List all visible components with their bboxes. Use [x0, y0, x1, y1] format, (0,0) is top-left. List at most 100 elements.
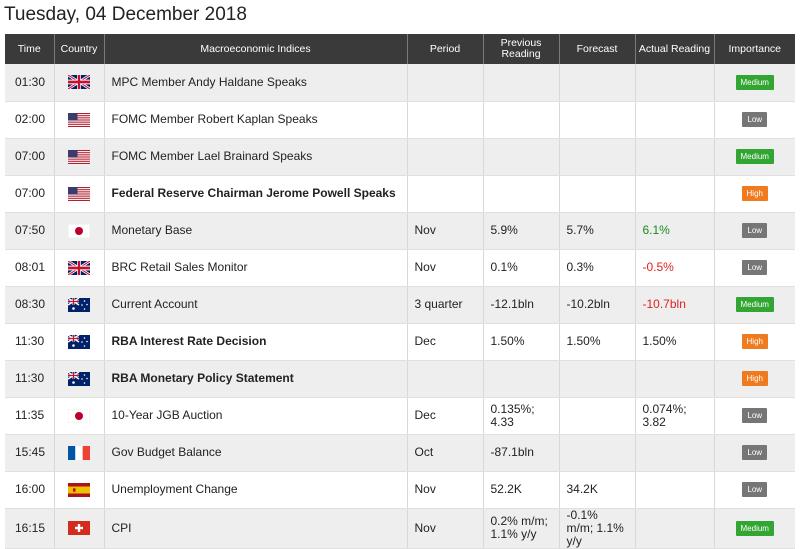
- importance-cell: Low: [714, 212, 795, 250]
- table-row[interactable]: 08:30 Current Account 3 quarter -12.1bln -10…: [5, 286, 795, 324]
- forecast-value: [559, 397, 636, 435]
- table-row[interactable]: 02:00 FOMC Member Robert Kaplan Speaks Low: [5, 101, 795, 139]
- table-row[interactable]: 11:35 10-Year JGB Auction Dec 0.135%; 4.33 0…: [5, 397, 795, 435]
- table-row[interactable]: 15:45 Gov Budget Balance Oct -87.1bln Low: [5, 434, 795, 472]
- event-time: 02:00: [5, 101, 55, 139]
- event-time: 07:00: [5, 175, 55, 213]
- event-period: Nov: [407, 249, 484, 287]
- previous-reading: -87.1bln: [483, 434, 560, 472]
- previous-reading: 52.2K: [483, 471, 560, 509]
- importance-cell: Low: [714, 397, 795, 435]
- event-period: Nov: [407, 471, 484, 509]
- importance-badge: Low: [742, 260, 768, 275]
- table-row[interactable]: 16:00 Unemployment Change Nov 52.2K 34.2K Low: [5, 471, 795, 509]
- page-title: Tuesday, 04 December 2018: [4, 4, 247, 25]
- event-time: 11:30: [5, 323, 55, 361]
- previous-reading: 0.2% m/m; 1.1% y/y: [483, 508, 560, 549]
- actual-reading: [635, 471, 715, 509]
- header-indices: Macroeconomic Indices: [104, 34, 408, 64]
- event-name[interactable]: Monetary Base: [104, 212, 408, 250]
- importance-cell: Low: [714, 471, 795, 509]
- event-name[interactable]: Federal Reserve Chairman Jerome Powell S…: [104, 175, 408, 213]
- event-name[interactable]: MPC Member Andy Haldane Speaks: [104, 64, 408, 102]
- importance-badge: Low: [742, 112, 768, 127]
- event-time: 07:50: [5, 212, 55, 250]
- previous-reading: [483, 101, 560, 139]
- importance-cell: Low: [714, 101, 795, 139]
- table-row[interactable]: 16:15 CPI Nov 0.2% m/m; 1.1% y/y -0.1% m/m; …: [5, 508, 795, 549]
- table-row[interactable]: 07:00 Federal Reserve Chairman Jerome Pow…: [5, 175, 795, 213]
- table-row[interactable]: 07:50 Monetary Base Nov 5.9% 5.7% 6.1% Low: [5, 212, 795, 250]
- actual-reading: [635, 175, 715, 213]
- actual-reading: 1.50%: [635, 323, 715, 361]
- table-row[interactable]: 08:01 BRC Retail Sales Monitor Nov 0.1% 0.3%…: [5, 249, 795, 287]
- actual-reading: -0.5%: [635, 249, 715, 287]
- forecast-value: -10.2bln: [559, 286, 636, 324]
- importance-badge: Medium: [735, 520, 774, 536]
- country-cell: [54, 175, 105, 213]
- event-name[interactable]: Current Account: [104, 286, 408, 324]
- country-cell: [54, 323, 105, 361]
- importance-badge: Medium: [735, 149, 774, 164]
- importance-badge: Low: [742, 482, 768, 497]
- table-row[interactable]: 07:00 FOMC Member Lael Brainard Speaks Med…: [5, 138, 795, 176]
- country-cell: [54, 212, 105, 250]
- importance-badge: Medium: [735, 297, 774, 312]
- event-name[interactable]: Gov Budget Balance: [104, 434, 408, 472]
- forecast-value: -0.1% m/m; 1.1% y/y: [559, 508, 636, 549]
- table-row[interactable]: 11:30 RBA Monetary Policy Statement High: [5, 360, 795, 398]
- importance-cell: Low: [714, 434, 795, 472]
- event-time: 11:30: [5, 360, 55, 398]
- australia-flag-icon: [67, 296, 90, 312]
- event-period: Nov: [407, 212, 484, 250]
- us-flag-icon: [68, 186, 90, 201]
- previous-reading: 5.9%: [483, 212, 560, 250]
- importance-cell: High: [714, 323, 795, 361]
- country-cell: [54, 471, 105, 509]
- event-name[interactable]: BRC Retail Sales Monitor: [104, 249, 408, 287]
- forecast-value: [559, 64, 636, 102]
- event-name[interactable]: FOMC Member Lael Brainard Speaks: [104, 138, 408, 176]
- previous-reading: 0.135%; 4.33: [483, 397, 560, 435]
- header-period: Period: [407, 34, 484, 64]
- event-name[interactable]: RBA Interest Rate Decision: [104, 323, 408, 361]
- country-cell: [54, 286, 105, 324]
- country-cell: [54, 249, 105, 287]
- previous-reading: [483, 64, 560, 102]
- spain-flag-icon: [68, 482, 90, 497]
- event-period: [407, 101, 484, 139]
- event-time: 16:00: [5, 471, 55, 509]
- event-name[interactable]: FOMC Member Robert Kaplan Speaks: [104, 101, 408, 139]
- event-name[interactable]: 10-Year JGB Auction: [104, 397, 408, 435]
- uk-flag-icon: [67, 73, 91, 91]
- event-name[interactable]: CPI: [104, 508, 408, 549]
- event-period: [407, 64, 484, 102]
- importance-cell: Medium: [714, 286, 795, 324]
- table-row[interactable]: 01:30 MPC Member Andy Haldane Speaks Mediu…: [5, 64, 795, 102]
- table-row[interactable]: 11:30 RBA Interest Rate Decision Dec 1.50% 1…: [5, 323, 795, 361]
- event-name[interactable]: RBA Monetary Policy Statement: [104, 360, 408, 398]
- actual-reading: [635, 101, 715, 139]
- header-importance: Importance: [728, 42, 782, 55]
- actual-reading: [635, 360, 715, 398]
- importance-cell: Medium: [714, 64, 795, 102]
- table-header-row: Time Country Macroeconomic Indices Perio…: [5, 34, 795, 64]
- japan-flag-icon: [67, 408, 91, 423]
- event-time: 08:01: [5, 249, 55, 287]
- forecast-value: [559, 101, 636, 139]
- importance-cell: High: [714, 360, 795, 398]
- country-cell: [54, 138, 105, 176]
- importance-badge: High: [741, 334, 768, 349]
- switzerland-flag-icon: [68, 521, 90, 535]
- forecast-value: [559, 138, 636, 176]
- event-name[interactable]: Unemployment Change: [104, 471, 408, 509]
- header-country: Country: [54, 34, 105, 64]
- importance-cell: Medium: [714, 138, 795, 176]
- australia-flag-icon: [67, 333, 90, 349]
- forecast-value: 1.50%: [559, 323, 636, 361]
- actual-reading: [635, 138, 715, 176]
- header-previous: Previous Reading: [483, 34, 560, 64]
- previous-reading: 1.50%: [483, 323, 560, 361]
- us-flag-icon: [68, 149, 90, 164]
- importance-badge: High: [741, 371, 768, 386]
